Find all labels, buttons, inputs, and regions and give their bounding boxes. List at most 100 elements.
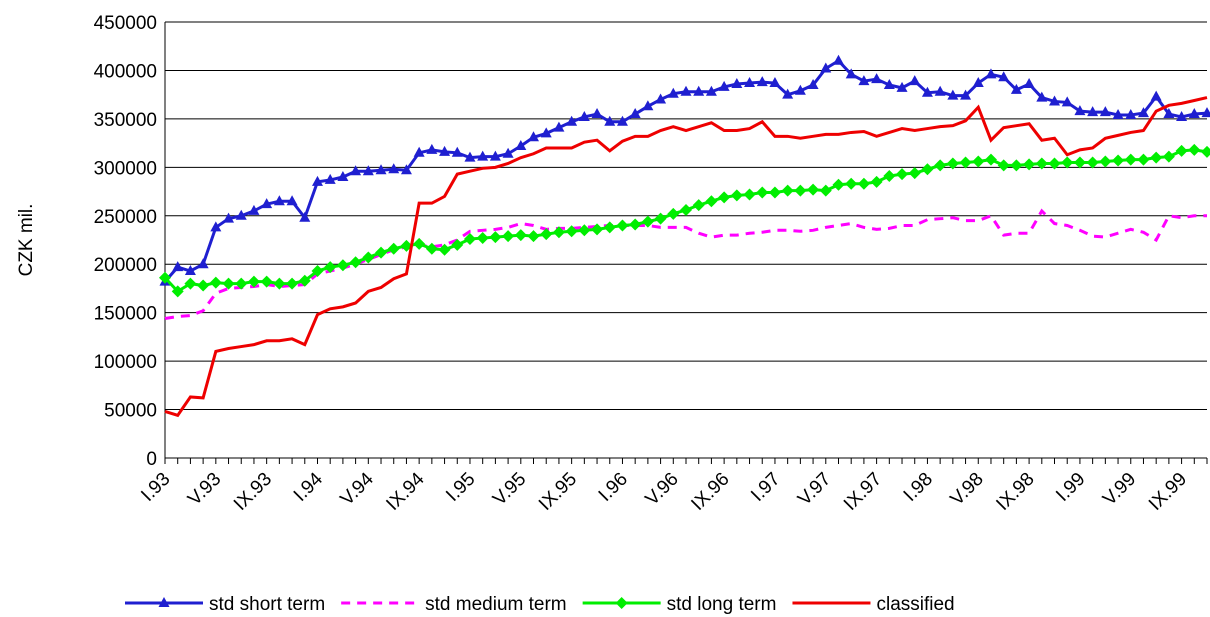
x-tick-label: I.97 — [747, 469, 784, 506]
marker — [782, 88, 794, 99]
marker — [692, 199, 705, 212]
marker — [1175, 144, 1188, 157]
marker — [425, 242, 438, 255]
x-tick-label: V.97 — [794, 469, 835, 510]
marker — [222, 277, 235, 290]
marker — [413, 237, 426, 250]
y-tick-label: 400000 — [94, 61, 157, 82]
marker — [1099, 155, 1112, 168]
series-line — [164, 96, 1208, 418]
marker — [171, 285, 184, 298]
marker — [527, 230, 540, 243]
marker — [1112, 109, 1124, 120]
marker — [743, 188, 756, 201]
marker — [616, 219, 629, 232]
marker — [286, 277, 299, 290]
marker — [1010, 159, 1023, 172]
marker — [896, 168, 909, 181]
marker — [247, 275, 260, 288]
marker — [375, 164, 387, 175]
marker — [985, 68, 997, 79]
marker — [629, 108, 641, 119]
marker — [604, 115, 616, 126]
x-tick-label: I.98 — [900, 469, 937, 506]
x-tick-label: V.98 — [947, 469, 988, 510]
x-tick-label: IX.94 — [382, 468, 429, 515]
marker — [1201, 145, 1210, 158]
marker — [654, 212, 667, 225]
x-tick-label: V.93 — [184, 469, 225, 510]
marker — [870, 175, 883, 188]
marker — [439, 145, 451, 156]
marker — [451, 238, 464, 251]
marker — [426, 143, 438, 154]
marker — [375, 246, 388, 259]
marker — [615, 597, 628, 609]
marker — [336, 259, 349, 272]
marker — [667, 87, 679, 98]
x-tick-label: I.94 — [290, 468, 328, 506]
y-tick-label: 50000 — [104, 401, 157, 422]
marker — [769, 77, 781, 88]
marker — [959, 156, 972, 169]
marker — [197, 279, 210, 292]
marker — [845, 177, 858, 190]
marker — [744, 77, 756, 88]
marker — [502, 230, 515, 243]
marker — [337, 171, 349, 182]
marker — [476, 232, 489, 245]
marker — [871, 73, 883, 84]
marker — [984, 153, 997, 166]
marker — [349, 256, 362, 269]
marker — [857, 177, 870, 190]
x-tick-label: IX.97 — [840, 469, 886, 515]
marker — [794, 184, 807, 197]
marker — [819, 184, 832, 197]
marker — [565, 225, 578, 238]
marker — [896, 81, 908, 92]
marker — [998, 71, 1010, 82]
marker — [515, 140, 527, 151]
marker — [1048, 157, 1061, 170]
marker — [883, 170, 896, 183]
marker — [883, 78, 895, 89]
x-tick-label: IX.95 — [535, 469, 581, 515]
marker — [655, 93, 667, 104]
marker — [820, 62, 832, 73]
marker — [324, 173, 336, 184]
marker — [578, 224, 591, 237]
x-tick-label: I.93 — [137, 469, 174, 506]
marker — [908, 167, 921, 180]
x-tick-label: IX.99 — [1145, 469, 1191, 515]
marker — [540, 127, 552, 138]
marker — [184, 277, 197, 290]
x-tick-label: I.96 — [595, 469, 632, 506]
marker — [311, 265, 324, 278]
marker — [1074, 105, 1086, 116]
marker — [463, 233, 476, 246]
marker — [807, 183, 820, 196]
y-axis-title: CZK mil. — [16, 204, 37, 277]
marker — [387, 242, 400, 255]
marker — [934, 159, 947, 172]
marker — [552, 226, 565, 239]
legend-label: std long term — [667, 594, 777, 615]
marker — [388, 163, 400, 174]
marker — [1188, 108, 1200, 119]
marker — [438, 243, 451, 256]
marker — [578, 110, 590, 121]
marker — [248, 204, 260, 215]
marker — [591, 108, 603, 119]
marker — [1125, 109, 1137, 120]
marker — [235, 209, 247, 220]
marker — [705, 85, 717, 96]
marker — [680, 85, 692, 96]
x-tick-label: V.95 — [489, 469, 530, 510]
marker — [832, 54, 844, 65]
y-tick-label: 200000 — [94, 255, 157, 276]
marker — [591, 223, 604, 236]
marker — [362, 251, 375, 264]
marker — [1176, 110, 1188, 121]
x-tick-label: I.99 — [1052, 469, 1089, 506]
